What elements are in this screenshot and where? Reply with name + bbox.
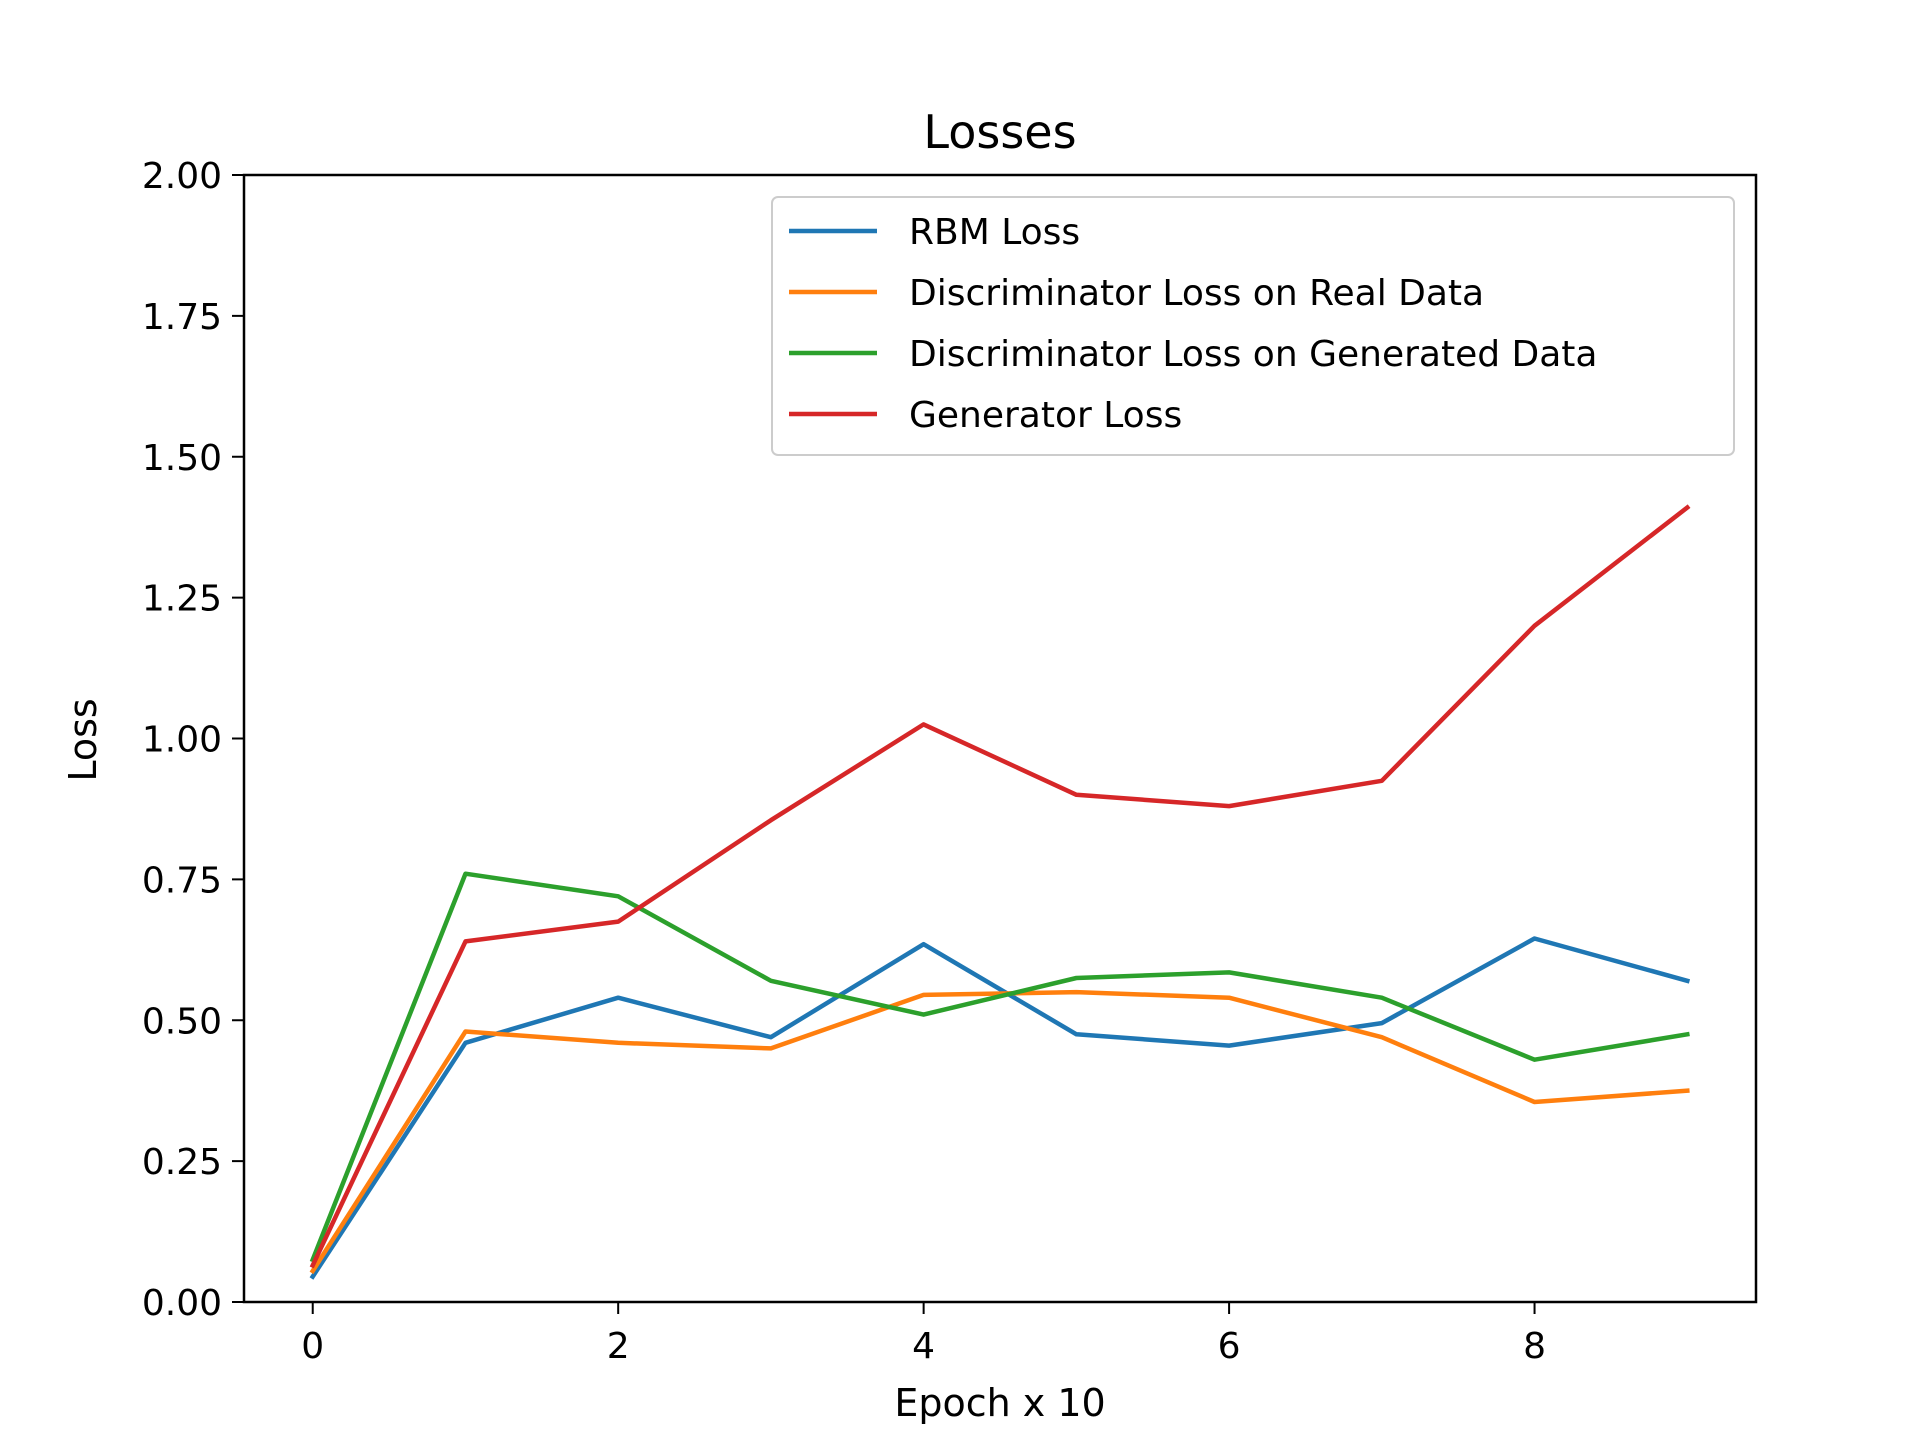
legend-entry-label: Discriminator Loss on Generated Data (909, 334, 1597, 375)
x-tick-label: 4 (912, 1326, 935, 1367)
legend-entry-label: RBM Loss (909, 212, 1080, 253)
y-tick-label: 1.00 (142, 720, 222, 761)
series-line-1 (309, 936, 1691, 1280)
legend-entry-label: Discriminator Loss on Real Data (909, 273, 1484, 314)
y-tick-label: 0.75 (142, 860, 222, 901)
series-group (309, 504, 1691, 1280)
x-tick-label: 6 (1218, 1326, 1241, 1367)
x-axis-label: Epoch x 10 (894, 1381, 1105, 1425)
y-tick-label: 1.75 (142, 297, 222, 338)
y-tick-label: 1.25 (142, 579, 222, 620)
legend: RBM Loss Discriminator Loss on Real Data D… (771, 196, 1735, 456)
y-tick-label: 1.50 (142, 438, 222, 479)
y-tick-label: 0.25 (142, 1142, 222, 1183)
x-tick-label: 2 (607, 1326, 630, 1367)
x-axis: 0 2 4 6 8 (301, 1302, 1546, 1367)
x-tick-label: 8 (1523, 1326, 1546, 1367)
y-tick-label: 0.50 (142, 1001, 222, 1042)
chart-title: Losses (923, 105, 1076, 159)
legend-box (771, 196, 1735, 456)
axes-border (242, 173, 1758, 1304)
y-axis-label: Loss (61, 698, 105, 781)
y-tick-label: 2.00 (142, 156, 222, 197)
axes-frame (242, 173, 1758, 1304)
y-axis: 0.00 0.25 0.50 0.75 1.00 1.25 1.50 1.75 2.00 (142, 156, 244, 1324)
series-line-2 (309, 989, 1690, 1275)
y-tick-label: 0.00 (142, 1283, 222, 1324)
legend-entry-label: Generator Loss (909, 395, 1182, 436)
x-tick-label: 0 (301, 1326, 324, 1367)
series-line-4 (309, 504, 1691, 1269)
series-line-3 (309, 871, 1690, 1263)
